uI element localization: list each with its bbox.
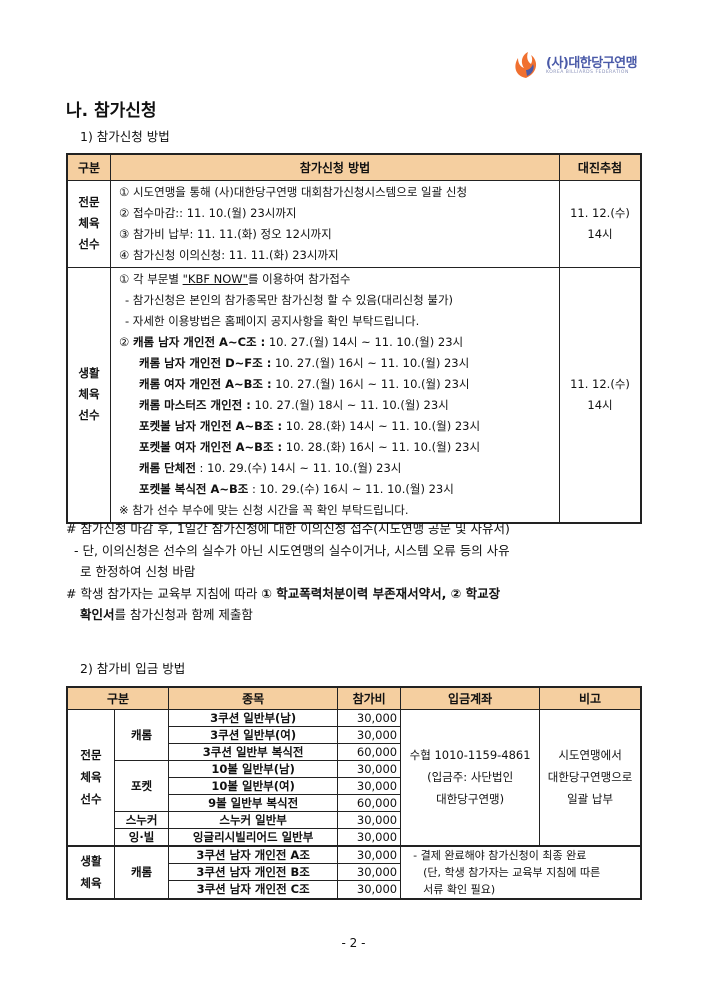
- method-line: ② 접수마감:: 11. 10.(월) 23시까지: [119, 205, 297, 220]
- method-cell: ① 각 부문별 "KBF NOW"를 이용하여 참가접수 - 참가신청은 본인의…: [110, 266, 560, 523]
- category-cell: 전문 체육 선수: [66, 179, 111, 268]
- schedule-line: ② 캐롬 남자 개인전 A~C조 : 10. 27.(월) 14시 ~ 11. …: [119, 334, 464, 349]
- fee-cell: 30,000: [337, 845, 402, 864]
- fee-cell: 30,000: [337, 776, 402, 795]
- payment-note-cell: - 결제 완료해야 참가신청이 최종 완료 (단, 학생 참가자는 교육부 지침…: [400, 845, 642, 899]
- remark-cell: 시도연맹에서 대한당구연맹으로 일괄 납부: [539, 708, 642, 846]
- header-category: 구분: [66, 686, 170, 710]
- group-cell: 생활 체육: [66, 845, 115, 899]
- table-row: 잉·빌 잉글리시빌리어드 일반부 30,000: [67, 827, 641, 846]
- note-line: - 단, 이의신청은 선수의 실수가 아닌 시도연맹의 실수이거나, 시스템 오…: [74, 542, 510, 558]
- subsection-heading: 2) 참가비 입금 방법: [80, 661, 186, 676]
- table-row: 전문 체육 선수 ① 시도연맹을 통해 (사)대한당구연맹 대회참가신청시스템으…: [66, 179, 642, 268]
- method-line: - 참가신청은 본인의 참가종목만 참가신청 할 수 있음(대리신청 불가): [125, 292, 454, 307]
- header-fee: 참가비: [337, 686, 402, 710]
- method-cell: ① 시도연맹을 통해 (사)대한당구연맹 대회참가신청시스템으로 일괄 신청 ②…: [110, 179, 560, 268]
- fee-cell: 30,000: [337, 759, 402, 778]
- fee-cell: 30,000: [337, 880, 402, 899]
- schedule-line: 캐롬 단체전 : 10. 29.(수) 14시 ~ 11. 10.(월) 23시: [139, 460, 402, 475]
- event-cell: 3쿠션 일반부(남): [168, 708, 339, 727]
- account-cell: 수협 1010-1159-4861 (입금주: 사단법인 대한당구연맹): [400, 708, 541, 846]
- subgroup-cell: 캐롬: [113, 708, 170, 761]
- table-row: 포켓 10볼 일반부(남) 30,000: [67, 759, 641, 812]
- table-row: 생활 체육 선수 ① 각 부문별 "KBF NOW"를 이용하여 참가접수 - …: [66, 266, 642, 523]
- fee-cell: 30,000: [337, 725, 402, 744]
- method-line: ③ 참가비 납부: 11. 11.(화) 정오 12시까지: [119, 226, 332, 241]
- kbf-logo: (사)대한당구연맹 KOREA BILLIARDS FEDERATION: [512, 48, 652, 84]
- schedule-line: 포켓볼 여자 개인전 A~B조 : 10. 28.(화) 16시 ~ 11. 1…: [139, 439, 481, 454]
- event-cell: 3쿠션 남자 개인전 B조: [168, 862, 339, 882]
- fee-payment-table: 구분 종목 참가비 입금계좌 비고 전문 체육 선수 캐롬 3쿠션 일반부(남)…: [66, 686, 642, 900]
- table-row: 생활 체육 캐롬 3쿠션 남자 개인전 A조 30,000 - 결제 완료해야 …: [66, 845, 642, 899]
- event-cell: 3쿠션 남자 개인전 A조: [168, 845, 339, 864]
- header-method: 참가신청 방법: [110, 153, 560, 181]
- event-cell: 3쿠션 일반부(여): [168, 725, 339, 744]
- fee-cell: 30,000: [337, 810, 402, 829]
- note-line: 로 한정하여 신청 바람: [80, 564, 196, 579]
- fee-cell: 60,000: [337, 742, 402, 761]
- event-cell: 3쿠션 일반부 복식전: [168, 742, 339, 761]
- table-row: 3쿠션 일반부 복식전 60,000: [67, 742, 641, 761]
- note-line: # 학생 참가자는 교육부 지침에 따라 ① 학교폭력처분이력 부존재서약서, …: [66, 585, 501, 601]
- header-remark: 비고: [539, 686, 642, 710]
- method-line: - 자세한 이용방법은 홈페이지 공지사항을 확인 부탁드립니다.: [125, 313, 420, 328]
- fee-cell: 30,000: [337, 827, 402, 846]
- subgroup-cell: 잉·빌: [113, 827, 170, 846]
- table-row: 3쿠션 남자 개인전 C조 30,000: [67, 880, 641, 899]
- notes: # 참가신청 마감 후, 1일간 참가신청에 대한 이의신청 접수(시도연맹 공…: [66, 518, 646, 626]
- table-row: 3쿠션 일반부(여) 30,000: [67, 725, 641, 744]
- header-category: 구분: [66, 153, 111, 181]
- subgroup-cell: 스누커: [113, 810, 170, 829]
- table-row: 전문 체육 선수 캐롬 3쿠션 일반부(남) 30,000 수협 1010-11…: [66, 708, 642, 846]
- method-line: ① 시도연맹을 통해 (사)대한당구연맹 대회참가신청시스템으로 일괄 신청: [119, 184, 468, 199]
- event-cell: 10볼 일반부(여): [168, 776, 339, 795]
- fee-cell: 30,000: [337, 862, 402, 882]
- header-event: 종목: [168, 686, 339, 710]
- fee-cell: 30,000: [337, 708, 402, 727]
- header-account: 입금계좌: [400, 686, 541, 710]
- event-cell: 스누커 일반부: [168, 810, 339, 829]
- method-line: ④ 참가신청 이의신청: 11. 11.(화) 23시까지: [119, 247, 339, 262]
- header-draw: 대진추첨: [559, 153, 642, 181]
- schedule-line: 포켓볼 남자 개인전 A~B조 : 10. 28.(화) 14시 ~ 11. 1…: [139, 418, 481, 433]
- note-line: # 참가신청 마감 후, 1일간 참가신청에 대한 이의신청 접수(시도연맹 공…: [66, 521, 510, 536]
- schedule-line: 캐롬 마스터즈 개인전 : 10. 27.(월) 18시 ~ 11. 10.(월…: [139, 397, 449, 412]
- schedule-line: 포켓볼 복식전 A~B조 : 10. 29.(수) 16시 ~ 11. 10.(…: [139, 481, 454, 496]
- footer-note: ※ 참가 선수 부수에 맞는 신청 시간을 꼭 확인 부탁드립니다.: [119, 502, 409, 517]
- group-cell: 전문 체육 선수: [66, 708, 115, 846]
- schedule-line: 캐롬 여자 개인전 A~B조 : 10. 27.(월) 16시 ~ 11. 10…: [139, 376, 470, 391]
- kbf-now-link[interactable]: "KBF NOW": [182, 271, 248, 286]
- page-number: - 2 -: [341, 936, 366, 950]
- event-cell: 잉글리시빌리어드 일반부: [168, 827, 339, 846]
- section-title: 나. 참가신청: [66, 101, 157, 121]
- draw-cell: 11. 12.(수) 14시: [559, 266, 642, 523]
- event-cell: 9볼 일반부 복식전: [168, 793, 339, 812]
- schedule-line: 캐롬 남자 개인전 D~F조 : 10. 27.(월) 16시 ~ 11. 10…: [139, 355, 470, 370]
- fee-cell: 60,000: [337, 793, 402, 812]
- subsection-heading: 1) 참가신청 방법: [80, 129, 170, 144]
- kbf-emblem-icon: [515, 52, 537, 78]
- table-row: 스누커 스누커 일반부 30,000: [67, 810, 641, 829]
- note-line: 확인서를 참가신청과 함께 제출함: [80, 607, 253, 622]
- subgroup-cell: 캐롬: [113, 845, 170, 899]
- subgroup-cell: 포켓: [113, 759, 170, 812]
- draw-cell: 11. 12.(수) 14시: [559, 179, 642, 268]
- event-cell: 3쿠션 남자 개인전 C조: [168, 880, 339, 899]
- event-cell: 10볼 일반부(남): [168, 759, 339, 778]
- application-method-table: 구분 참가신청 방법 대진추첨 전문 체육 선수 ① 시도연맹을 통해 (사)대…: [66, 153, 642, 524]
- category-cell: 생활 체육 선수: [66, 266, 111, 523]
- method-line: ① 각 부문별 "KBF NOW"를 이용하여 참가접수: [119, 271, 351, 286]
- table-row: 3쿠션 남자 개인전 B조 30,000: [67, 862, 641, 882]
